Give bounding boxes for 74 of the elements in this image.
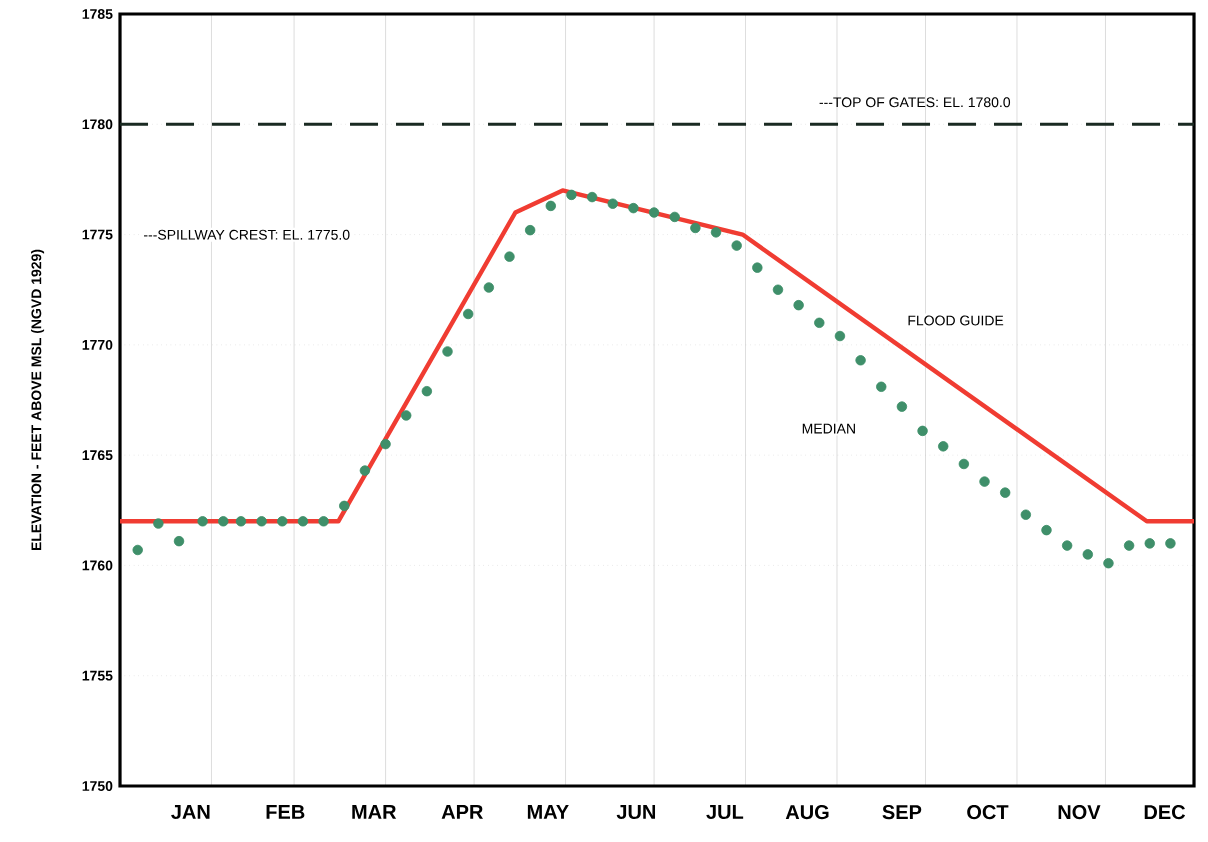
point	[545, 200, 556, 212]
point	[1020, 509, 1032, 520]
point	[132, 544, 143, 556]
x-tick-label: NOV	[1058, 805, 1101, 820]
point	[1082, 549, 1093, 560]
x-tick-label: DEC	[1144, 805, 1186, 820]
point	[1061, 540, 1073, 551]
annotation: ---SPILLWAY CREST: EL. 1775.0	[144, 229, 350, 240]
x-tick-label: OCT	[967, 805, 1009, 820]
point	[1144, 538, 1155, 549]
point	[876, 381, 887, 392]
point	[710, 227, 722, 238]
point	[669, 211, 680, 223]
x-tick-label: MAR	[352, 805, 397, 819]
point	[297, 516, 309, 527]
point	[256, 516, 267, 527]
point	[153, 518, 164, 529]
point	[917, 425, 928, 437]
point	[834, 330, 846, 342]
point	[483, 282, 495, 293]
point	[1123, 540, 1135, 551]
point	[607, 198, 618, 209]
point	[380, 438, 391, 450]
x-tick-label: JUL	[706, 805, 744, 820]
point	[958, 458, 970, 470]
point	[442, 346, 453, 357]
y-axis-title: ELEVATION - FEET ABOVE MSL (NGVD 1929)	[31, 249, 45, 551]
point	[318, 516, 329, 527]
point	[1165, 538, 1176, 549]
point	[173, 535, 185, 547]
point	[1041, 524, 1052, 536]
y-tick-label: 1785	[82, 9, 113, 19]
x-tick-label: SEP	[882, 805, 922, 820]
y-tick-label: 1780	[82, 119, 113, 130]
x-tick-label: APR	[441, 805, 483, 819]
point	[421, 385, 433, 397]
point	[752, 262, 763, 273]
point	[855, 355, 866, 366]
x-tick-label: AUG	[785, 805, 829, 820]
x-tick-label: FEB	[266, 805, 305, 819]
point	[586, 191, 598, 203]
point	[896, 401, 908, 412]
annotation: MEDIAN	[802, 423, 855, 434]
point	[566, 189, 577, 201]
point	[401, 410, 412, 421]
annotation: FLOOD GUIDE	[908, 315, 1004, 326]
point	[504, 251, 515, 262]
y-tick-label: 1760	[82, 560, 113, 571]
point	[462, 308, 474, 320]
point	[793, 299, 804, 311]
y-tick-label: 1775	[82, 229, 113, 240]
y-tick-label: 1750	[82, 781, 113, 791]
x-tick-label: JAN	[171, 805, 210, 820]
ref-line-label: ---TOP OF GATES: EL. 1780.0	[819, 97, 1011, 108]
x-tick-label: MAY	[527, 805, 569, 819]
point	[359, 465, 371, 476]
point	[690, 222, 701, 234]
point	[999, 487, 1011, 498]
y-tick-label: 1765	[82, 450, 113, 461]
point	[339, 500, 350, 512]
point	[772, 284, 784, 295]
x-tick-label: JUN	[616, 805, 656, 820]
point	[277, 516, 288, 527]
y-tick-label: 1755	[82, 670, 113, 681]
point	[938, 441, 949, 452]
point	[814, 317, 825, 328]
point	[731, 240, 742, 251]
point	[235, 516, 247, 527]
point	[648, 207, 660, 218]
point	[628, 202, 639, 214]
point	[1103, 558, 1114, 569]
y-tick-label: 1770	[82, 339, 113, 350]
point	[524, 224, 536, 236]
point	[979, 476, 990, 487]
